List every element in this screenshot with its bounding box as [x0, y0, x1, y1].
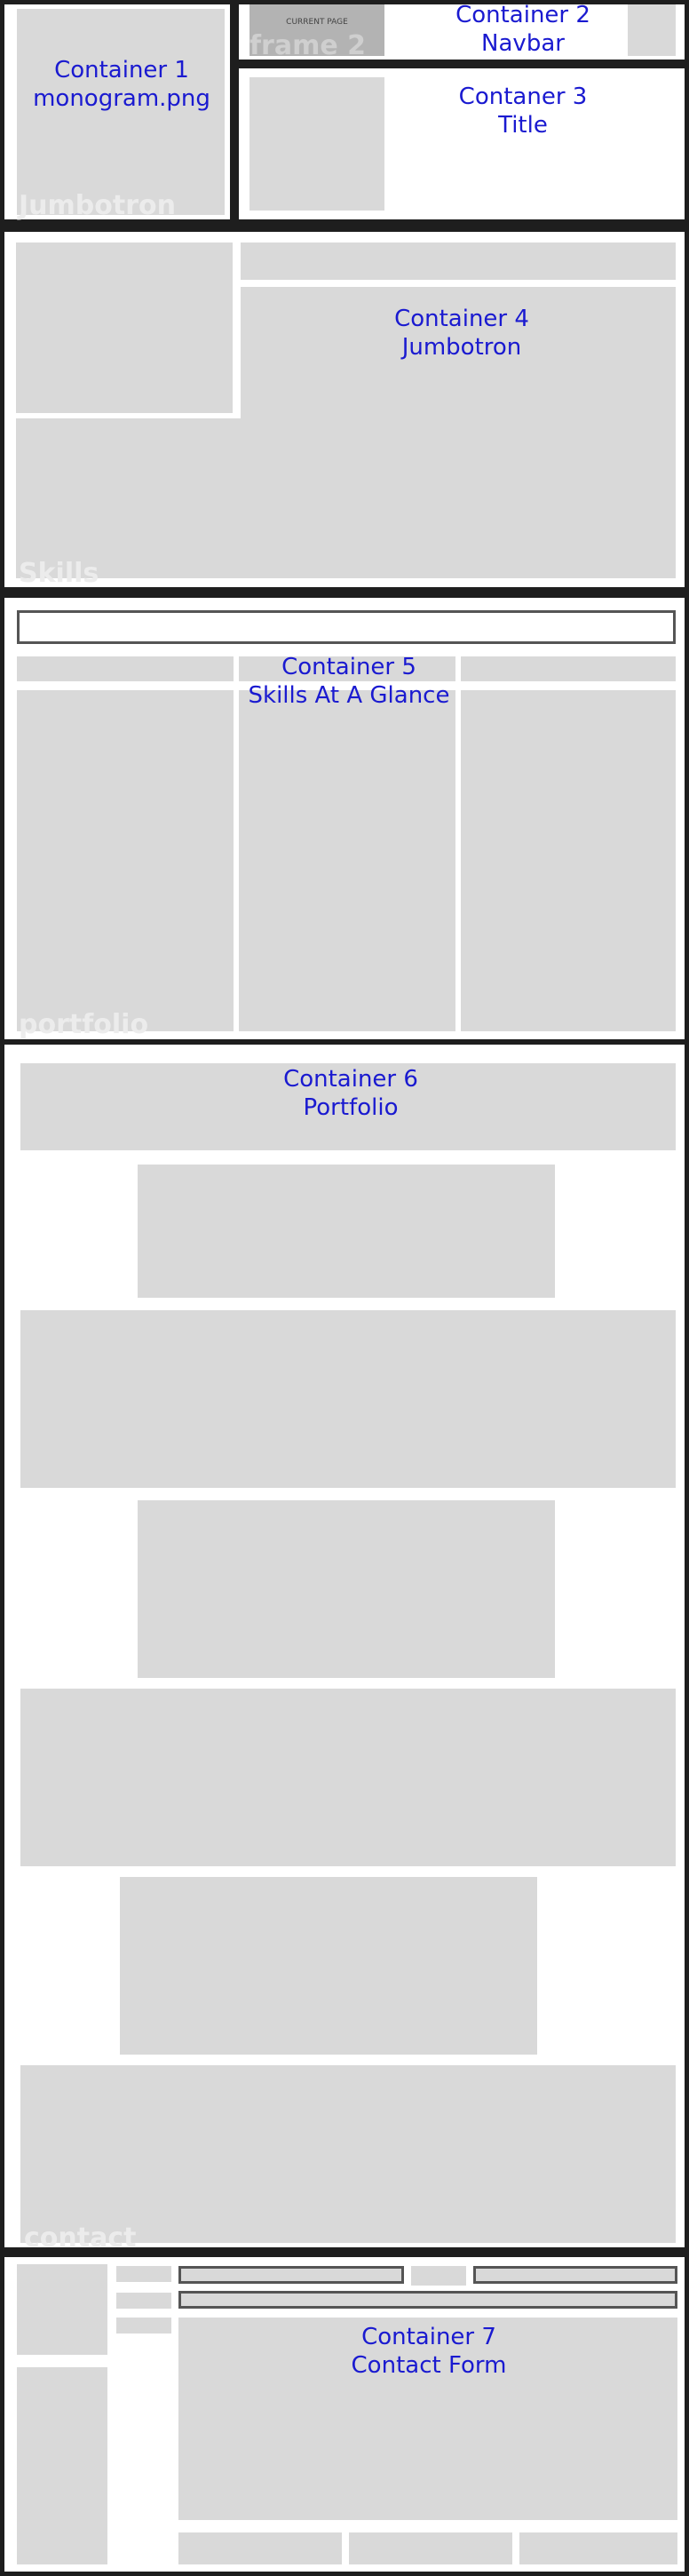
- container-2-navbar: CURRENT PAGE frame 2 Container 2 Navbar: [234, 0, 689, 64]
- container-2-label: Container 2 Navbar: [416, 1, 630, 58]
- title-image-placeholder: [249, 77, 384, 211]
- portfolio-header-bar: [20, 1063, 676, 1150]
- container-6-title: Container 6: [283, 1066, 418, 1093]
- jumbotron-lower-panel: [16, 418, 676, 578]
- jumbotron-image-placeholder: [16, 242, 233, 413]
- monogram-placeholder: [17, 9, 225, 215]
- form-button-2[interactable]: [349, 2532, 512, 2564]
- container-4-title: Container 4: [394, 306, 529, 332]
- container-1-subtitle: monogram.png: [33, 85, 210, 112]
- container-5-title: Container 5: [281, 654, 416, 680]
- skills-search-bar[interactable]: [17, 610, 676, 644]
- portfolio-item-description-1: [20, 1310, 676, 1488]
- skills-column-3-header: [461, 656, 676, 681]
- portfolio-item-description-2: [20, 1689, 676, 1866]
- contact-label-3: [116, 2318, 171, 2334]
- portfolio-item-description-3: [20, 2065, 676, 2243]
- container-3-title: Contaner 3: [458, 83, 588, 110]
- container-6-label: Container 6 Portfolio: [244, 1065, 457, 1122]
- container-3-title: Contaner 3 Title: [234, 64, 689, 224]
- container-6-subtitle: Portfolio: [303, 1094, 399, 1121]
- container-3-subtitle: Title: [498, 112, 548, 139]
- container-6-portfolio: contact Container 6 Portfolio: [0, 1039, 689, 2253]
- container-7-contact-form: Container 7 Contact Form: [0, 2253, 689, 2576]
- container-7-subtitle: Contact Form: [351, 2352, 507, 2379]
- contact-image-bottom: [17, 2367, 107, 2564]
- divider: [0, 224, 689, 229]
- message-textarea[interactable]: [178, 2318, 677, 2520]
- ghost-label: Skills: [19, 558, 99, 589]
- container-4-label: Container 4 Jumbotron: [355, 305, 568, 362]
- divider: [0, 2247, 689, 2254]
- current-page-chip[interactable]: CURRENT PAGE: [249, 4, 384, 56]
- skills-column-3-body: [461, 690, 676, 1031]
- container-7-label: Container 7 Contact Form: [322, 2323, 535, 2380]
- portfolio-item-image-1[interactable]: [138, 1165, 555, 1298]
- divider: [0, 1039, 689, 1045]
- skills-column-2-header: [239, 656, 455, 681]
- contact-small-label: [411, 2266, 466, 2286]
- container-5-label: Container 5 Skills At A Glance: [242, 653, 455, 710]
- current-page-chip-text: CURRENT PAGE: [286, 18, 348, 27]
- skills-column-2-body: [239, 690, 455, 1031]
- container-7-title: Container 7: [361, 2324, 496, 2350]
- ghost-label: contact: [24, 2222, 137, 2254]
- skills-column-1-body: [17, 690, 234, 1031]
- contact-label-2: [116, 2293, 171, 2309]
- container-5-subtitle: Skills At A Glance: [248, 682, 450, 709]
- name-input[interactable]: [178, 2266, 404, 2284]
- container-2-title: Container 2: [455, 2, 590, 28]
- form-button-1[interactable]: [178, 2532, 342, 2564]
- ghost-label: portfolio: [19, 1009, 149, 1040]
- subject-input[interactable]: [178, 2291, 677, 2309]
- portfolio-item-image-3[interactable]: [120, 1877, 537, 2055]
- nav-menu-placeholder[interactable]: [628, 4, 676, 56]
- container-4-subtitle: Jumbotron: [401, 334, 522, 361]
- container-1-monogram: Jumbotron Container 1 monogram.png: [0, 0, 234, 224]
- jumbotron-main-panel: [241, 287, 676, 418]
- container-1-label: Container 1 monogram.png: [13, 56, 230, 113]
- contact-image-top: [17, 2264, 107, 2355]
- ghost-label: frame 2: [249, 30, 367, 61]
- container-4-jumbotron: Skills Container 4 Jumbotron: [0, 227, 689, 592]
- container-2-subtitle: Navbar: [481, 30, 565, 57]
- container-5-skills: portfolio Container 5 Skills At A Glance: [0, 593, 689, 1045]
- container-3-label: Contaner 3 Title: [416, 83, 630, 139]
- email-input[interactable]: [473, 2266, 677, 2284]
- form-button-3[interactable]: [519, 2532, 677, 2564]
- skills-column-1-header: [17, 656, 234, 681]
- contact-label-1: [116, 2266, 171, 2282]
- portfolio-item-image-2[interactable]: [138, 1500, 555, 1678]
- ghost-label: Jumbotron: [19, 190, 176, 221]
- divider: [0, 588, 689, 595]
- jumbotron-header-bar: [241, 242, 676, 280]
- container-1-title: Container 1: [54, 57, 189, 83]
